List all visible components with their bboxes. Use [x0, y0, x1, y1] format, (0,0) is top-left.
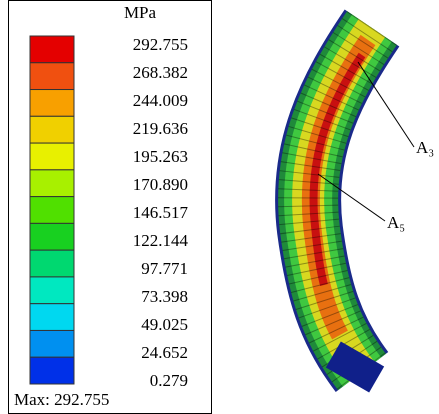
legend-label: 49.025 [141, 315, 188, 334]
color-swatch [30, 63, 74, 90]
stress-band [308, 28, 384, 392]
legend-label: 195.263 [133, 147, 188, 166]
annotation: A₃ [416, 138, 434, 157]
legend-label: 244.009 [133, 91, 188, 110]
color-swatch [30, 143, 74, 170]
color-swatch [30, 277, 74, 304]
color-swatch [30, 116, 74, 143]
max-label: Max: 292.755 [14, 390, 109, 409]
color-swatch [30, 197, 74, 224]
legend-label: 97.771 [141, 259, 188, 278]
color-swatch [30, 170, 74, 197]
color-swatch [30, 250, 74, 277]
leader-line [358, 62, 414, 147]
color-swatch [30, 304, 74, 331]
color-swatch [30, 90, 74, 117]
legend-label: 24.652 [141, 343, 188, 362]
color-swatch [30, 330, 74, 357]
legend-label: 292.755 [133, 35, 188, 54]
color-swatch [30, 223, 74, 250]
unit-label: MPa [124, 3, 157, 22]
color-bar [30, 36, 74, 384]
contour-figure: 292.755 268.382 244.009 219.636 195.263 170.8… [0, 0, 439, 414]
legend-label: 146.517 [133, 203, 189, 222]
legend-label: 0.279 [150, 371, 188, 390]
color-swatch [30, 36, 74, 63]
legend-label: 219.636 [133, 119, 188, 138]
color-swatch [30, 357, 74, 384]
legend-label: 268.382 [133, 63, 188, 82]
legend-label: 170.890 [133, 175, 188, 194]
annotation: A₅ [387, 213, 405, 232]
legend-label: 73.398 [141, 287, 188, 306]
legend-label: 122.144 [133, 231, 189, 250]
